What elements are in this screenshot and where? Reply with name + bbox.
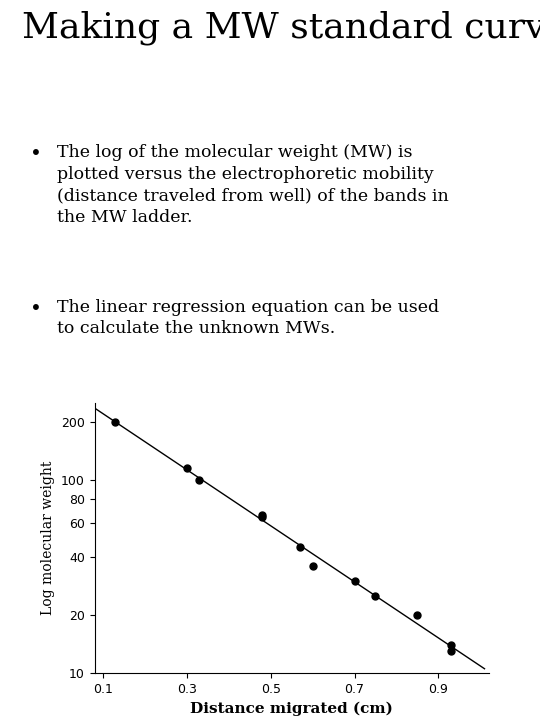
- X-axis label: Distance migrated (cm): Distance migrated (cm): [190, 701, 393, 716]
- Y-axis label: Log molecular weight: Log molecular weight: [42, 461, 55, 616]
- Text: •: •: [30, 299, 42, 318]
- Text: Making a MW standard curve: Making a MW standard curve: [22, 11, 540, 45]
- Text: The log of the molecular weight (MW) is
plotted versus the electrophoretic mobil: The log of the molecular weight (MW) is …: [57, 144, 448, 225]
- Text: The linear regression equation can be used
to calculate the unknown MWs.: The linear regression equation can be us…: [57, 299, 439, 338]
- Text: •: •: [30, 144, 42, 163]
